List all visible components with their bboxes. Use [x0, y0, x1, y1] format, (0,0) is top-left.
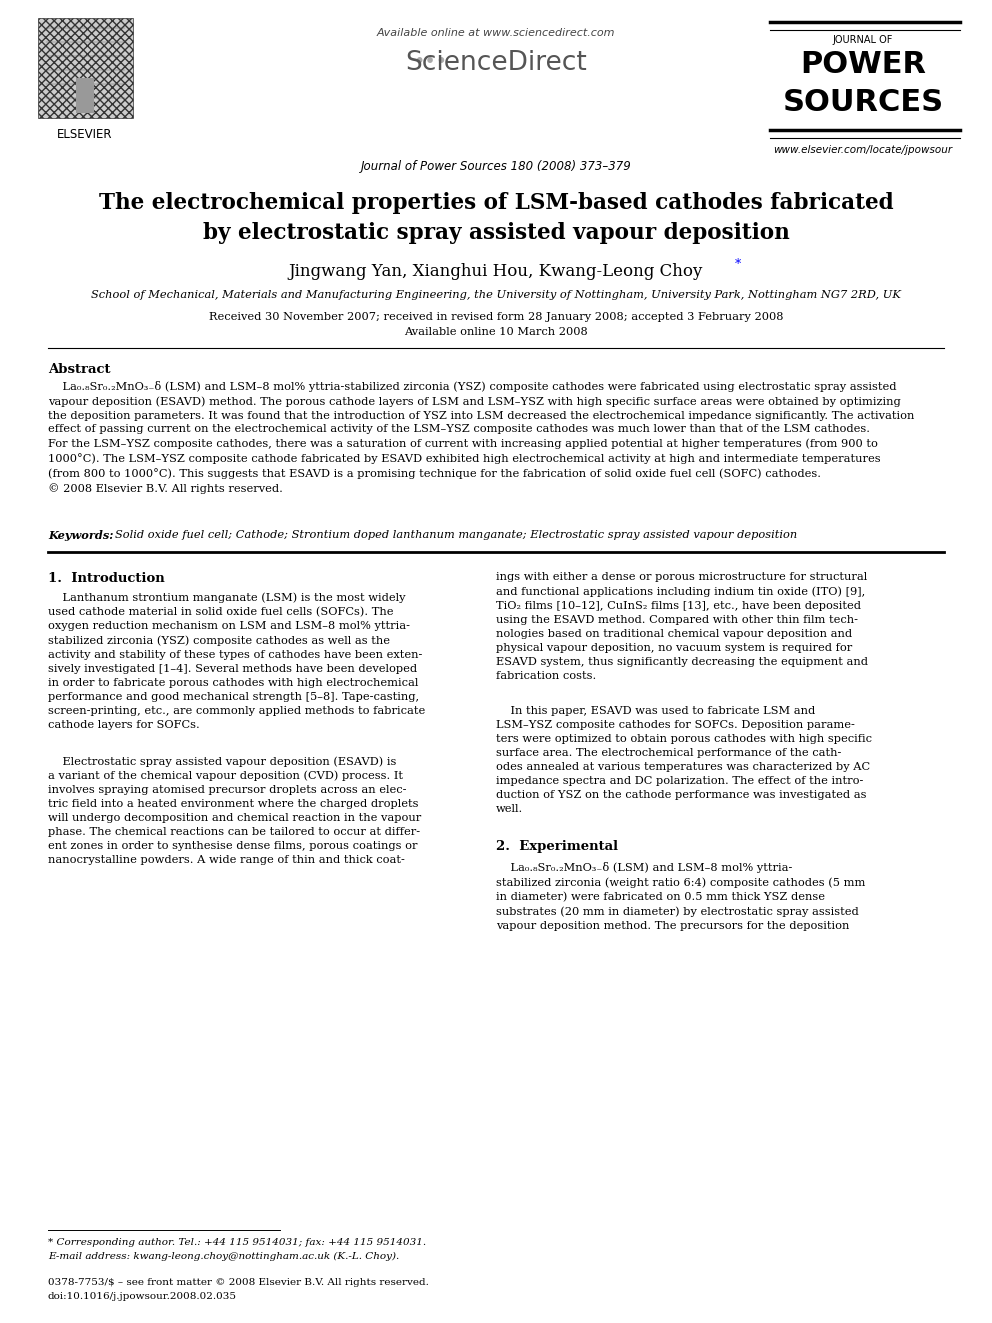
Text: 2.  Experimental: 2. Experimental [496, 840, 618, 853]
Text: ings with either a dense or porous microstructure for structural
and functional : ings with either a dense or porous micro… [496, 572, 868, 681]
Text: La₀.₈Sr₀.₂MnO₃₋δ (LSM) and LSM–8 mol% yttria-
stabilized zirconia (weight ratio : La₀.₈Sr₀.₂MnO₃₋δ (LSM) and LSM–8 mol% yt… [496, 863, 865, 931]
Text: Electrostatic spray assisted vapour deposition (ESAVD) is
a variant of the chemi: Electrostatic spray assisted vapour depo… [48, 755, 422, 865]
Text: School of Mechanical, Materials and Manufacturing Engineering, the University of: School of Mechanical, Materials and Manu… [91, 290, 901, 300]
Text: Journal of Power Sources 180 (2008) 373–379: Journal of Power Sources 180 (2008) 373–… [361, 160, 631, 173]
Text: The electrochemical properties of LSM-based cathodes fabricated: The electrochemical properties of LSM-ba… [98, 192, 894, 214]
Text: Abstract: Abstract [48, 363, 110, 376]
Text: www.elsevier.com/locate/jpowsour: www.elsevier.com/locate/jpowsour [774, 146, 952, 155]
Text: •••: ••• [413, 52, 447, 71]
Text: 0378-7753/$ – see front matter © 2008 Elsevier B.V. All rights reserved.: 0378-7753/$ – see front matter © 2008 El… [48, 1278, 429, 1287]
Text: *: * [735, 258, 741, 271]
Text: by electrostatic spray assisted vapour deposition: by electrostatic spray assisted vapour d… [202, 222, 790, 243]
Text: doi:10.1016/j.jpowsour.2008.02.035: doi:10.1016/j.jpowsour.2008.02.035 [48, 1293, 237, 1301]
Text: 1.  Introduction: 1. Introduction [48, 572, 165, 585]
Text: Keywords:: Keywords: [48, 531, 113, 541]
Text: In this paper, ESAVD was used to fabricate LSM and
LSM–YSZ composite cathodes fo: In this paper, ESAVD was used to fabrica… [496, 706, 872, 814]
Text: ScienceDirect: ScienceDirect [405, 50, 587, 75]
Text: E-mail address: kwang-leong.choy@nottingham.ac.uk (K.-L. Choy).: E-mail address: kwang-leong.choy@notting… [48, 1252, 399, 1261]
Text: Available online 10 March 2008: Available online 10 March 2008 [404, 327, 588, 337]
Text: Jingwang Yan, Xianghui Hou, Kwang-Leong Choy: Jingwang Yan, Xianghui Hou, Kwang-Leong … [289, 263, 703, 280]
Bar [76, 78, 94, 112]
Text: POWER: POWER [800, 50, 926, 79]
Text: * Corresponding author. Tel.: +44 115 9514031; fax: +44 115 9514031.: * Corresponding author. Tel.: +44 115 95… [48, 1238, 427, 1248]
Text: Lanthanum strontium manganate (LSM) is the most widely
used cathode material in : Lanthanum strontium manganate (LSM) is t… [48, 591, 426, 730]
Text: Received 30 November 2007; received in revised form 28 January 2008; accepted 3 : Received 30 November 2007; received in r… [208, 312, 784, 321]
Text: JOURNAL OF: JOURNAL OF [833, 34, 893, 45]
Text: Solid oxide fuel cell; Cathode; Strontium doped lanthanum manganate; Electrostat: Solid oxide fuel cell; Cathode; Strontiu… [115, 531, 798, 540]
Text: Available online at www.sciencedirect.com: Available online at www.sciencedirect.co… [377, 28, 615, 38]
Text: La₀.₈Sr₀.₂MnO₃₋δ (LSM) and LSM–8 mol% yttria-stabilized zirconia (YSZ) composite: La₀.₈Sr₀.₂MnO₃₋δ (LSM) and LSM–8 mol% yt… [48, 381, 915, 495]
Text: SOURCES: SOURCES [783, 89, 943, 116]
Text: ELSEVIER: ELSEVIER [58, 128, 113, 142]
Bar [38, 19, 133, 118]
